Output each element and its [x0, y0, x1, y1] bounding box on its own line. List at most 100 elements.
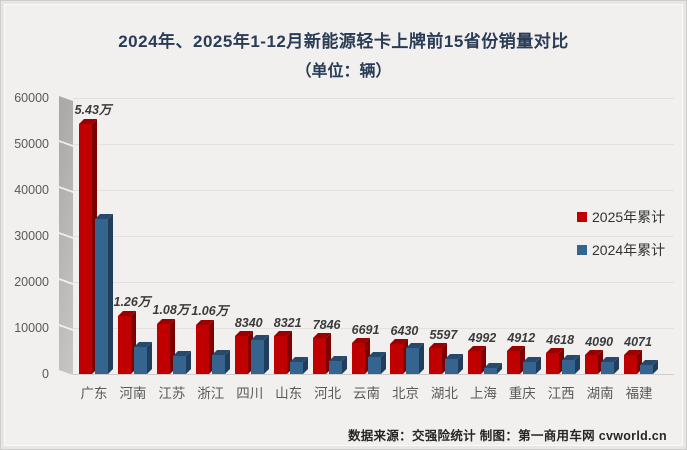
bar-2025-山东: [273, 331, 292, 374]
bar-value-label: 4618: [546, 333, 575, 347]
bar-face-front: [273, 336, 287, 374]
gridline: [73, 190, 674, 191]
bar-2025-广东: [79, 119, 97, 374]
axis-3d-wall: [59, 96, 73, 378]
y-tick-label: 60000: [14, 91, 49, 105]
bar-face-front: [133, 347, 147, 374]
bar-value-label: 7846: [312, 318, 341, 332]
bar-face-front: [211, 355, 225, 374]
bar-2025-四川: [234, 331, 253, 374]
bar-2024-山东: [289, 357, 308, 374]
x-tick-label-北京: 北京: [391, 386, 419, 401]
x-tick-label-河南: 河南: [119, 386, 147, 401]
bar-2024-四川: [250, 335, 269, 374]
x-tick-label-福建: 福建: [625, 386, 653, 401]
bar-face-front: [468, 351, 482, 374]
y-tick-label: 20000: [14, 275, 49, 289]
bar-2024-江西: [562, 355, 581, 374]
bar-face-front: [250, 340, 264, 374]
y-axis-labels: 0 10000 20000 30000 40000 50000 60000: [1, 1, 57, 449]
legend-item-2025[interactable]: 2025年累计: [577, 207, 665, 227]
x-axis-labels: 广东 河南 江苏 浙江 四川 山东 河北 云南 北京 湖北 上海 重庆 江西 湖南 福建: [73, 382, 674, 402]
bar-value-label: 8340: [234, 316, 263, 330]
x-tick-label-云南: 云南: [353, 386, 381, 401]
legend-marker-2024-icon: [577, 245, 587, 255]
bar-value-label: 1.26万: [113, 295, 151, 309]
bar-2024-上海: [484, 363, 503, 374]
bar-face-front: [312, 338, 326, 374]
x-tick-label-江苏: 江苏: [158, 386, 186, 401]
chart-title: 2024年、2025年1-12月新能源轻卡上牌前15省份销量对比: [118, 32, 569, 51]
gridline: [73, 328, 674, 329]
bar-2025-河南: [117, 311, 136, 374]
x-tick-label-湖南: 湖南: [586, 386, 614, 401]
bar-2024-云南: [367, 352, 386, 374]
y-tick-label: 50000: [14, 137, 49, 151]
bar-2024-北京: [406, 343, 425, 374]
bar-face-front: [351, 343, 365, 374]
bar-face-front: [289, 362, 303, 374]
legend-label-2025: 2025年累计: [592, 209, 666, 225]
legend-marker-2025-icon: [577, 212, 587, 222]
y-tick-label: 0: [42, 367, 49, 381]
legend-label-2024: 2024年累计: [592, 242, 666, 258]
bar-value-label: 1.06万: [191, 304, 229, 318]
bar-2025-江苏: [156, 319, 175, 374]
x-tick-label-湖北: 湖北: [430, 386, 458, 401]
x-tick-label-四川: 四川: [236, 386, 264, 401]
bar-face-front: [390, 344, 404, 374]
chart-title-block: 2024年、2025年1-12月新能源轻卡上牌前15省份销量对比 （单位：辆）: [1, 27, 686, 81]
x-tick-label-江西: 江西: [547, 386, 575, 401]
y-tick-label: 40000: [14, 183, 49, 197]
chart-subtitle-unit: （单位：辆）: [295, 63, 392, 80]
bar-2024-广东: [95, 214, 113, 374]
data-source-credit: 数据来源：交强险统计 制图：第一商用车网 cvworld.cn: [347, 429, 667, 443]
bar-face-front: [117, 316, 131, 374]
y-tick-label: 30000: [14, 229, 49, 243]
y-tick-label: 10000: [14, 321, 49, 335]
bar-value-label: 4090: [585, 335, 614, 349]
bar-face-side: [263, 335, 269, 374]
bar-2024-河南: [133, 342, 152, 374]
bar-face-front: [445, 359, 459, 374]
bar-2025-福建: [624, 350, 643, 374]
bar-2024-湖南: [601, 357, 620, 374]
bar-2025-北京: [390, 339, 409, 374]
bar-face-front: [585, 355, 599, 374]
legend: 2025年累计 2024年累计: [577, 207, 665, 273]
bar-face-front: [95, 219, 108, 374]
bar-2025-河北: [312, 333, 331, 374]
bar-2024-湖北: [445, 354, 464, 374]
x-tick-label-重庆: 重庆: [508, 386, 536, 401]
bar-face-side: [108, 214, 113, 374]
bar-value-label: 6430: [390, 324, 419, 338]
bar-2025-重庆: [507, 346, 526, 374]
x-tick-label-河北: 河北: [314, 386, 342, 401]
bar-face-side: [419, 343, 425, 374]
legend-item-2024[interactable]: 2024年累计: [577, 240, 665, 260]
bar-face-front: [546, 353, 560, 374]
bar-face-front: [195, 325, 209, 374]
bar-face-front: [234, 336, 248, 374]
bar-face-front: [562, 360, 576, 374]
bar-2025-浙江: [195, 320, 214, 374]
bar-face-front: [79, 124, 92, 374]
x-tick-label-广东: 广东: [80, 386, 108, 401]
bar-face-front: [429, 348, 443, 374]
bar-value-label: 4071: [624, 335, 652, 349]
gridline: [73, 282, 674, 283]
bar-face-front: [156, 324, 170, 374]
bar-face-front: [328, 361, 342, 374]
x-tick-label-上海: 上海: [469, 386, 497, 401]
bar-2025-上海: [468, 346, 487, 374]
bar-face-front: [624, 355, 638, 374]
x-tick-label-山东: 山东: [275, 386, 303, 401]
bar-2025-江西: [546, 348, 565, 374]
bar-face-front: [406, 348, 420, 374]
bar-face-front: [507, 351, 521, 374]
bar-face-front: [172, 356, 186, 374]
bar-value-label: 4992: [468, 331, 497, 345]
bar-value-label: 4912: [507, 331, 536, 345]
chart-plot-area: 5.43万 1.26万 1.08万 1.06万 8340 8321 7846 6691 6430…: [59, 96, 674, 378]
bar-2025-云南: [351, 338, 370, 374]
